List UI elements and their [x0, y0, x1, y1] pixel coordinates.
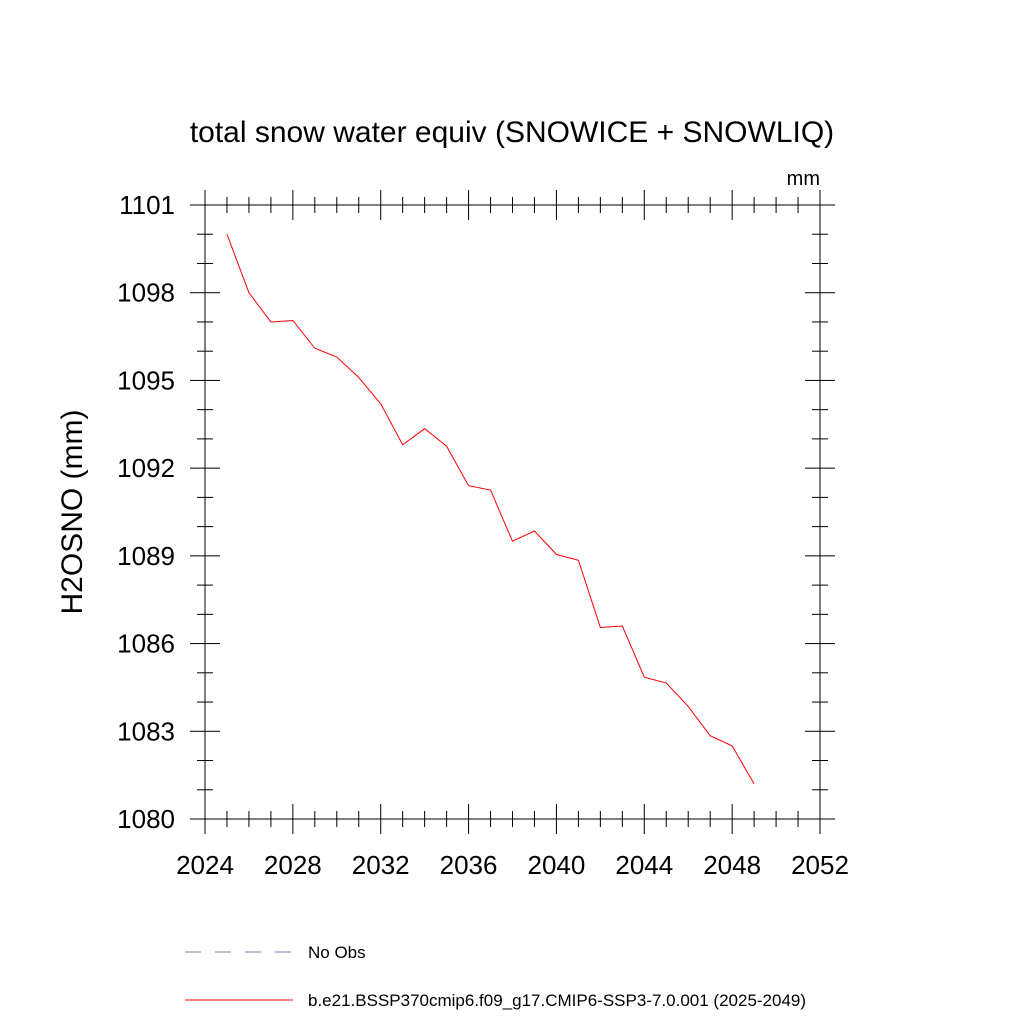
- legend: No Obs b.e21.BSSP370cmip6.f09_g17.CMIP6-S…: [185, 943, 806, 1010]
- series-line: [226, 234, 755, 785]
- y-tick-label: 1095: [117, 365, 175, 395]
- x-tick-label: 2028: [264, 850, 322, 880]
- axis-tick-labels: 2024 2028 2032 2036 2040 2044 2048 2052 1080 1083…: [117, 190, 849, 880]
- x-tick-label: 2044: [615, 850, 673, 880]
- x-tick-label: 2036: [440, 850, 498, 880]
- axis-ticks: [190, 190, 835, 834]
- x-tick-label: 2024: [176, 850, 234, 880]
- y-tick-label: 1101: [119, 190, 175, 220]
- series-group: [226, 234, 755, 785]
- x-tick-label: 2048: [703, 850, 761, 880]
- y-tick-label: 1080: [117, 804, 175, 834]
- legend-label: b.e21.BSSP370cmip6.f09_g17.CMIP6-SSP3-7.…: [308, 991, 806, 1010]
- plot-frame: [204, 204, 821, 820]
- y-tick-label: 1083: [117, 716, 175, 746]
- x-tick-label: 2032: [352, 850, 410, 880]
- legend-label: No Obs: [308, 943, 366, 962]
- x-tick-label: 2052: [791, 850, 849, 880]
- y-tick-label: 1092: [117, 453, 175, 483]
- y-tick-label: 1089: [117, 541, 175, 571]
- units-label: mm: [787, 168, 820, 190]
- y-tick-label: 1086: [117, 629, 175, 659]
- y-axis-label: H2OSNO (mm): [56, 410, 89, 615]
- chart-title: total snow water equiv (SNOWICE + SNOWLI…: [190, 116, 834, 149]
- y-tick-label: 1098: [117, 278, 175, 308]
- x-tick-label: 2040: [528, 850, 586, 880]
